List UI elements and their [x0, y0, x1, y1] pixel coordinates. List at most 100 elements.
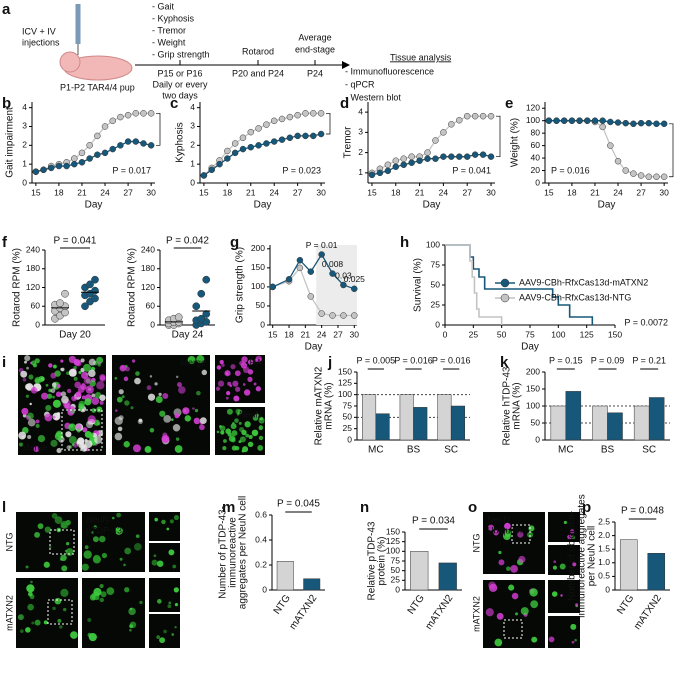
x-tick-label: SC — [642, 445, 656, 456]
cell — [228, 435, 236, 442]
y-tick-label: 2 — [22, 140, 27, 150]
x-tick-label: 27 — [123, 187, 133, 197]
cell — [44, 413, 53, 422]
cell — [27, 418, 36, 427]
cell — [233, 395, 240, 402]
y-tick-label: 100 — [338, 389, 352, 399]
y-axis-label: immunoreactive — [228, 517, 239, 588]
cell — [553, 560, 557, 564]
cell — [46, 393, 53, 399]
cell — [75, 391, 82, 398]
cell — [560, 594, 563, 597]
micrograph — [16, 578, 78, 648]
data-point — [307, 293, 315, 300]
cell — [65, 431, 72, 438]
data-point — [202, 275, 211, 284]
bar — [438, 562, 457, 591]
y-tick-label: 150 — [251, 262, 265, 272]
data-point — [637, 172, 645, 179]
data-point — [471, 112, 479, 120]
cell — [158, 392, 162, 397]
cell — [253, 382, 257, 386]
y-axis-label: Survival (%) — [413, 258, 424, 312]
y-tick-label: 75 — [431, 259, 441, 269]
cell — [115, 409, 118, 412]
cell — [172, 424, 181, 432]
x-tick-label: 27 — [636, 187, 646, 197]
cell — [242, 366, 250, 374]
cell — [24, 355, 31, 362]
cell — [570, 623, 577, 630]
x-tick-label: 24 — [100, 187, 110, 197]
data-point — [622, 167, 629, 174]
x-axis-label: Day — [254, 200, 272, 211]
cell — [34, 531, 40, 538]
data-point — [81, 302, 89, 311]
bracket — [156, 112, 161, 146]
cell — [496, 612, 504, 620]
x-tick-label: 24 — [439, 187, 449, 197]
panel-letter: c — [170, 95, 178, 112]
y-tick-label: 3 — [190, 121, 195, 131]
cell — [80, 358, 85, 363]
cell — [239, 427, 244, 432]
cell — [43, 620, 48, 625]
data-point — [448, 153, 455, 160]
cell — [216, 430, 220, 434]
data-point — [340, 281, 347, 289]
inset-box — [49, 529, 75, 555]
cell — [201, 369, 208, 376]
data-point — [416, 157, 423, 164]
cell — [168, 601, 172, 605]
y-axis-label: protein (%) — [377, 537, 388, 586]
panel-letter: f — [2, 234, 8, 251]
cell — [18, 442, 24, 447]
x-tick-label: MC — [368, 445, 384, 456]
cell — [123, 376, 129, 382]
cell — [255, 386, 262, 392]
y-tick-label: 180 — [26, 263, 40, 273]
cell — [24, 383, 32, 390]
data-point — [456, 153, 463, 160]
cell — [237, 409, 243, 415]
cell — [572, 562, 577, 567]
data-point — [302, 132, 309, 140]
cell — [196, 355, 205, 364]
cell — [96, 406, 103, 413]
cell — [159, 410, 166, 417]
bar — [399, 394, 414, 441]
row-label: NTG — [471, 534, 481, 553]
y-axis-label: mRNA (%) — [512, 382, 523, 429]
x-tick-label: 25 — [469, 329, 479, 339]
cell — [37, 434, 46, 443]
cell — [79, 443, 85, 450]
data-point — [645, 119, 653, 127]
data-point — [622, 119, 629, 127]
cell — [247, 359, 254, 365]
cell — [135, 371, 140, 376]
data-point — [463, 112, 471, 120]
cell — [255, 413, 259, 418]
y-tick-label: 0 — [535, 177, 540, 187]
cell — [124, 547, 132, 555]
cell — [153, 554, 157, 558]
annotation: P = 0.045 — [277, 499, 320, 510]
x-axis-label: Day — [423, 200, 441, 211]
x-tick-label: 125 — [580, 329, 594, 339]
cell — [225, 396, 229, 400]
cell — [241, 449, 245, 453]
y-tick-label: 200 — [526, 366, 540, 376]
data-point — [487, 112, 495, 120]
cell — [220, 430, 225, 435]
cell — [530, 600, 539, 609]
x-tick-label: 24 — [317, 329, 327, 339]
y-tick-label: 100 — [526, 400, 540, 410]
cell — [230, 423, 237, 430]
cell — [27, 434, 32, 440]
y-tick-label: 125 — [338, 378, 352, 388]
y-tick-label: 200 — [251, 243, 265, 253]
data-point — [614, 157, 622, 165]
cell — [129, 607, 133, 611]
data-point — [269, 283, 276, 291]
cell — [73, 365, 77, 370]
